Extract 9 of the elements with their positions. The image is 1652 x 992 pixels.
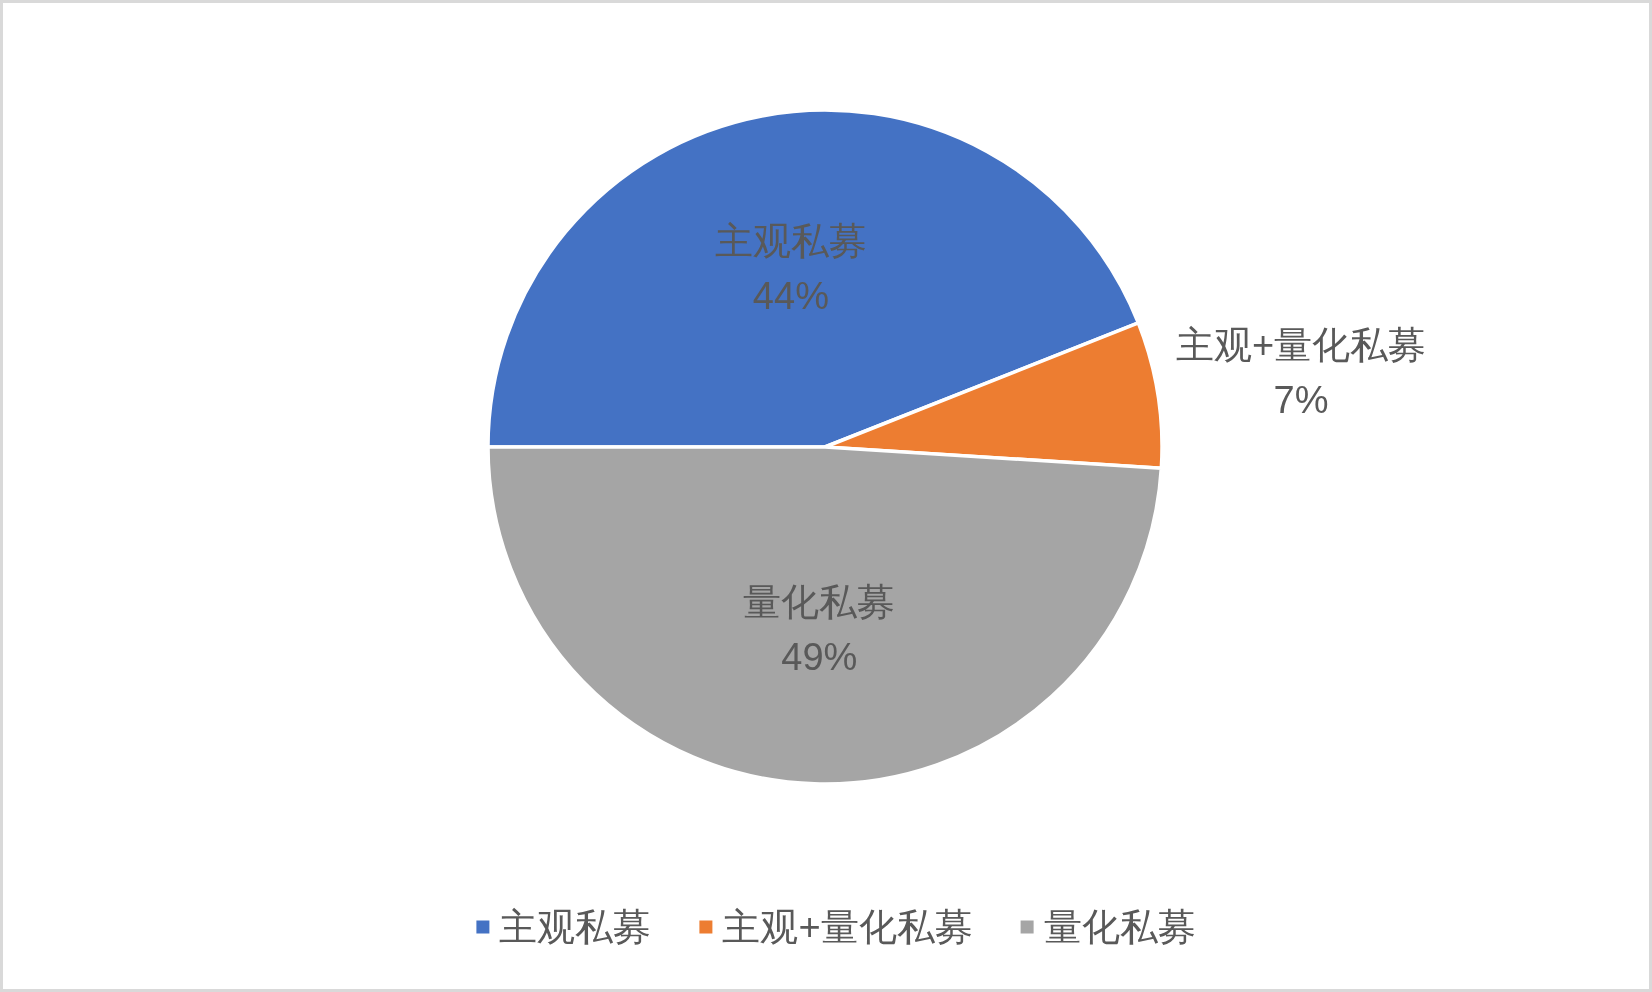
slice-label: 量化私募 xyxy=(743,580,896,623)
slice-label: 主观+量化私募 xyxy=(1175,323,1427,366)
data-label: 7% xyxy=(1273,378,1329,421)
slice-label: 主观私募 xyxy=(714,220,867,263)
legend-label: 主观私募 xyxy=(499,906,652,948)
legend-label: 主观+量化私募 xyxy=(722,906,973,948)
legend-label: 量化私募 xyxy=(1043,906,1196,948)
data-label: 49% xyxy=(781,635,858,678)
data-label: 44% xyxy=(752,275,829,318)
